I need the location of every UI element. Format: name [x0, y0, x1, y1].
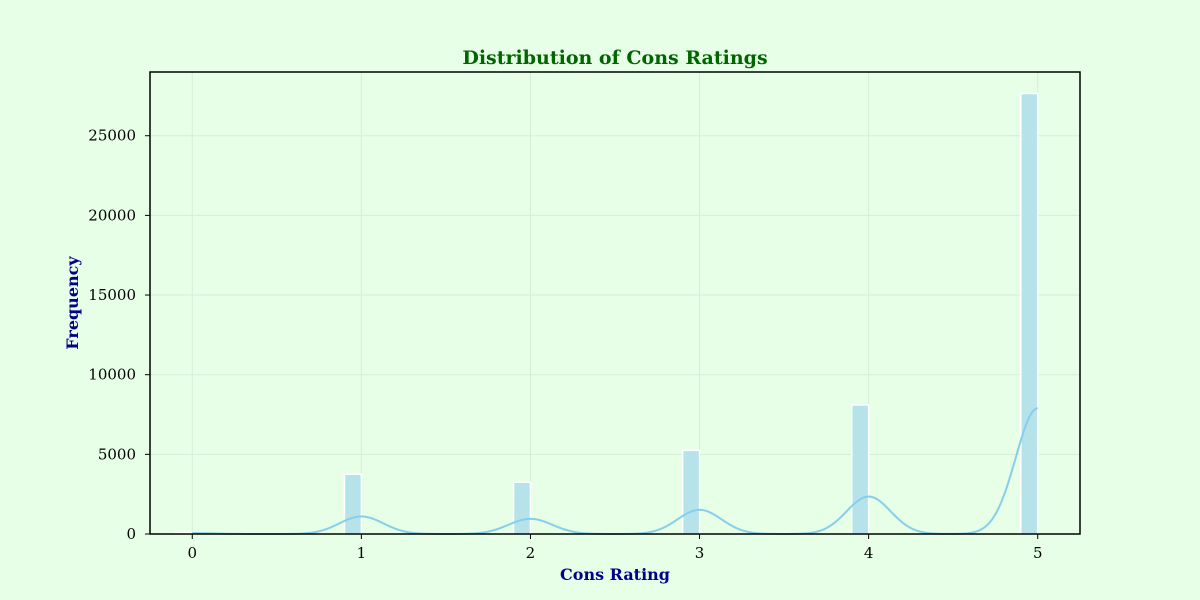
- x-tick-label: 0: [187, 544, 197, 562]
- x-tick-label: 3: [695, 544, 705, 562]
- y-tick-label: 25000: [88, 127, 136, 145]
- y-tick-label: 20000: [88, 206, 136, 224]
- x-axis-ticks: 0 1 2 3 4 5: [187, 534, 1043, 562]
- y-axis-ticks: 0 5000 10000 15000 20000 25000: [88, 127, 150, 543]
- histogram-bar: [681, 449, 701, 535]
- histogram-bar: [343, 473, 363, 535]
- chart-title: Distribution of Cons Ratings: [462, 47, 767, 69]
- y-tick-label: 15000: [88, 286, 136, 304]
- histogram-bar: [850, 404, 870, 535]
- x-tick-label: 1: [357, 544, 367, 562]
- y-tick-label: 5000: [98, 445, 136, 463]
- bars-layer: [174, 92, 1039, 535]
- x-tick-label: 4: [864, 544, 874, 562]
- y-axis-label: Frequency: [63, 256, 82, 350]
- histogram-bar: [1020, 92, 1039, 535]
- y-tick-label: 0: [126, 525, 136, 543]
- y-tick-label: 10000: [88, 366, 136, 384]
- histogram-bar: [512, 481, 532, 535]
- x-tick-label: 2: [526, 544, 536, 562]
- x-tick-label: 5: [1033, 544, 1043, 562]
- plot-frame: [149, 71, 1081, 535]
- x-axis-label: Cons Rating: [560, 565, 670, 584]
